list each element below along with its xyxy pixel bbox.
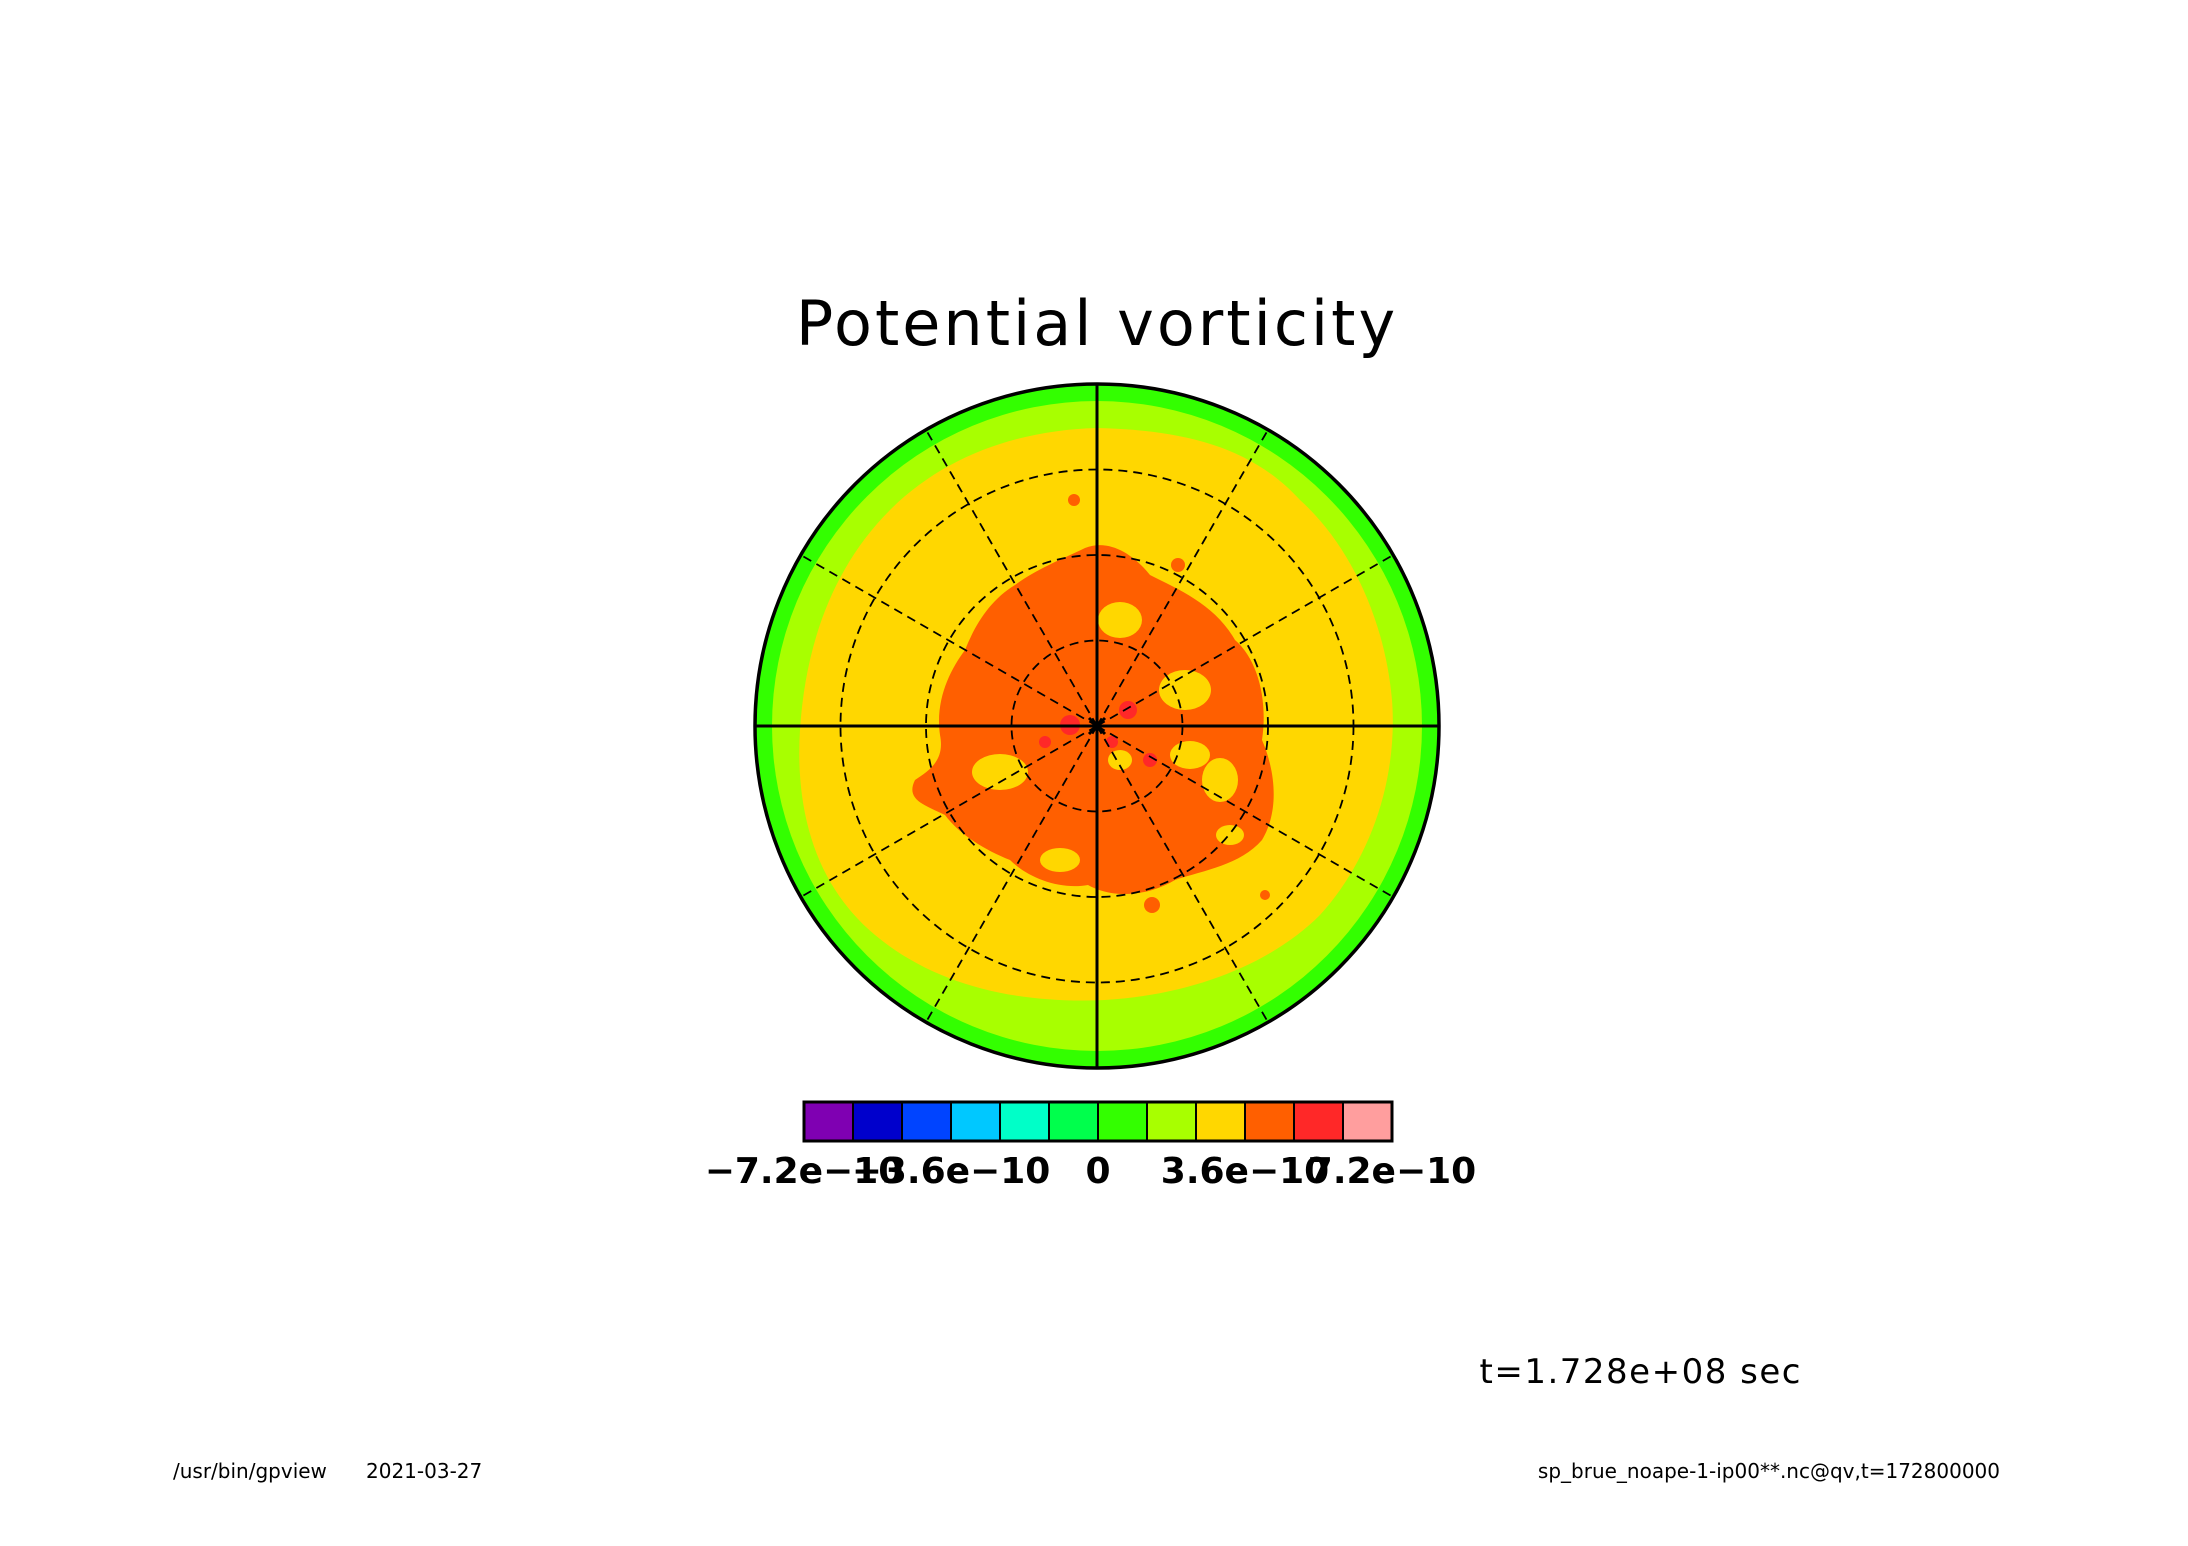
colorbar-tick-label: −7.2e−10 (705, 1151, 904, 1192)
colorbar-tick-label: 0 (1085, 1151, 1110, 1192)
colorbar-tick-label: 7.2e−10 (1308, 1151, 1476, 1192)
latitude-circle (839, 468, 1355, 984)
meridian-line (800, 554, 1098, 727)
source-file-label: sp_brue_noape-1-ip00**.nc@qv,t=172800000 (1538, 1459, 2000, 1483)
pole-marker (1085, 714, 1109, 738)
latitude-circle (925, 554, 1269, 898)
colorbar-cell (852, 1101, 903, 1142)
colorbar-cell (1244, 1101, 1295, 1142)
date-label: 2021-03-27 (366, 1459, 482, 1483)
colorbar-cell (1195, 1101, 1246, 1142)
colorbar: −7.2e−10−3.6e−10 0 3.6e−107.2e−10 (705, 1100, 1476, 1192)
colorbar-cell (803, 1101, 854, 1142)
meridian-line (1096, 725, 1394, 898)
meridian-line (1096, 429, 1269, 727)
colorbar-tick-label: 3.6e−10 (1161, 1151, 1329, 1192)
program-path: /usr/bin/gpview (173, 1459, 327, 1483)
colorbar-cell (950, 1101, 1001, 1142)
meridian-line (800, 725, 1098, 898)
meridian-line (1096, 554, 1394, 727)
meridian-line (925, 725, 1098, 1023)
graticule (755, 384, 1439, 1068)
meridian-line (925, 429, 1098, 727)
meridian-line (1096, 725, 1269, 1023)
colorbar-cell (999, 1101, 1050, 1142)
colorbar-cell (1146, 1101, 1197, 1142)
colorbar-cell (1097, 1101, 1148, 1142)
colorbar-cell (1048, 1101, 1099, 1142)
colorbar-frame (802, 1100, 1394, 1143)
latitude-circle (1010, 639, 1184, 813)
colorbar-tick-label: −3.6e−10 (852, 1151, 1051, 1192)
time-label: t=1.728e+08 sec (1480, 1352, 1802, 1392)
colorbar-cell (1342, 1101, 1393, 1142)
colorbar-cell (901, 1101, 952, 1142)
map-boundary (753, 382, 1441, 1070)
chart-title: Potential vorticity (796, 287, 1398, 360)
colorbar-cell (1293, 1101, 1344, 1142)
polar-map (753, 382, 1441, 1070)
